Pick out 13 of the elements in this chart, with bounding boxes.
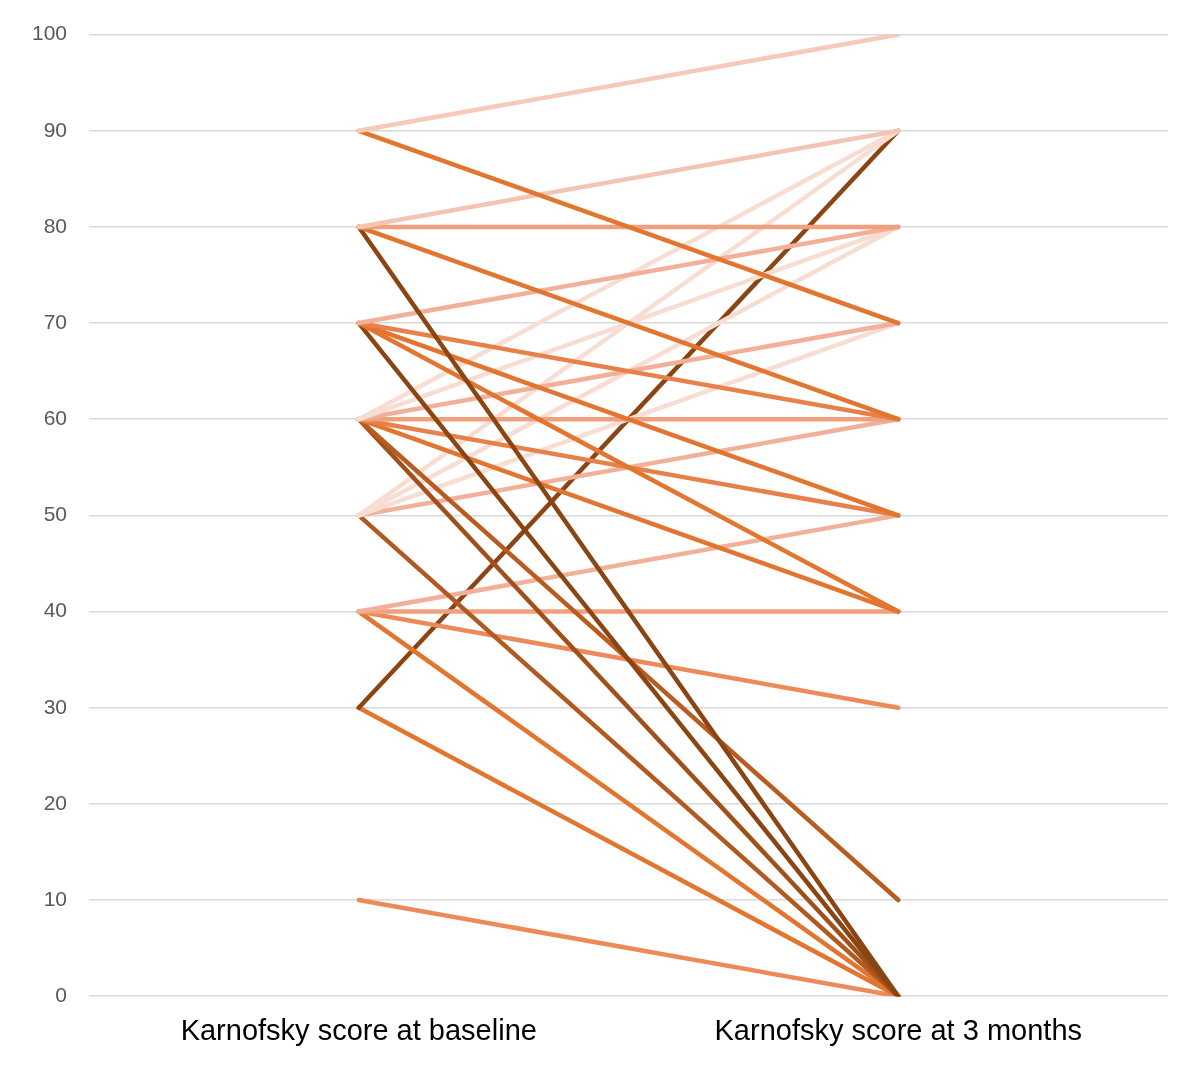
x-tick-label: Karnofsky score at baseline <box>180 1013 537 1046</box>
y-tick-label: 100 <box>31 21 68 45</box>
y-tick-label: 30 <box>43 694 68 718</box>
y-tick-label: 20 <box>43 790 68 814</box>
y-tick-label: 0 <box>55 983 68 1006</box>
y-tick-label: 80 <box>43 213 68 237</box>
y-tick-label: 90 <box>43 117 68 141</box>
y-tick-label: 60 <box>43 406 68 430</box>
y-tick-label: 10 <box>43 886 68 910</box>
y-tick-label: 40 <box>43 598 68 622</box>
y-tick-label: 70 <box>43 309 68 333</box>
y-tick-label: 50 <box>43 502 68 526</box>
x-tick-label: Karnofsky score at 3 months <box>714 1013 1083 1046</box>
